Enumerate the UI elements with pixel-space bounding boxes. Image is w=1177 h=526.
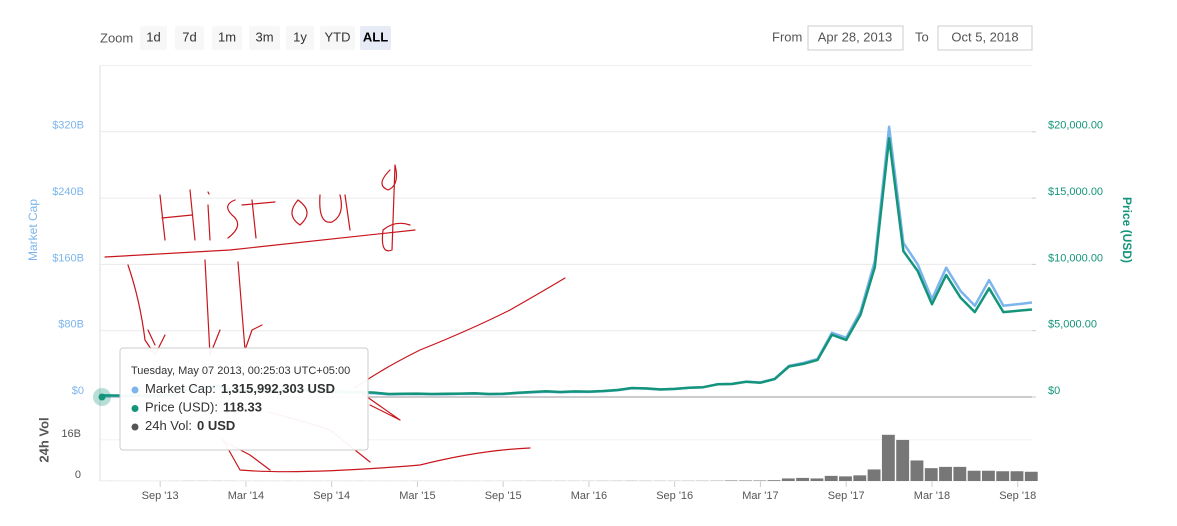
from-input[interactable] xyxy=(807,25,904,51)
volume-bar xyxy=(739,480,752,481)
y-tick-label: 0 xyxy=(75,469,81,481)
zoom-button-bg[interactable] xyxy=(212,26,242,50)
volume-bar xyxy=(867,469,881,481)
tooltip-box xyxy=(119,347,369,451)
zoom-button-bg[interactable] xyxy=(360,26,391,50)
volume-bar xyxy=(810,478,824,481)
y-tick-label: $240B xyxy=(52,186,84,198)
volume-bar xyxy=(1010,471,1024,481)
zoom-label: Zoom xyxy=(100,30,133,45)
y-tick-label: 16B xyxy=(61,428,81,440)
x-tick-label: Mar '18 xyxy=(914,490,950,502)
y-axis-title: Market Cap xyxy=(26,199,40,261)
from-value[interactable]: Apr 28, 2013 xyxy=(818,29,892,44)
volume-bar xyxy=(839,476,852,481)
volume-bar xyxy=(853,475,867,481)
zoom-button-bg[interactable] xyxy=(286,26,314,50)
volume-bar xyxy=(796,477,810,481)
zoom-button-bg[interactable] xyxy=(249,26,280,50)
volume-bar xyxy=(881,434,895,481)
x-tick-label: Sep '13 xyxy=(142,490,179,502)
volume-bar xyxy=(1024,471,1038,481)
tooltip-bullet xyxy=(131,423,139,431)
tooltip-row: Price (USD): 118.33 xyxy=(145,400,262,415)
volume-bar xyxy=(996,471,1010,481)
volume-bar xyxy=(953,466,967,481)
tooltip-value: 1,315,992,303 USD xyxy=(221,381,335,396)
y2-tick-label: $15,000.00 xyxy=(1048,186,1103,198)
volume-bar xyxy=(910,460,924,481)
y2-axis-title: Price (USD) xyxy=(1120,197,1134,263)
volume-axis-title: 24h Vol xyxy=(36,417,51,462)
zoom-button-label[interactable]: 1d xyxy=(146,29,160,44)
tooltip-label: 24h Vol: xyxy=(145,418,192,433)
x-tick-label: Mar '17 xyxy=(742,490,778,502)
y2-tick-label: $5,000.00 xyxy=(1048,319,1097,331)
volume-bar xyxy=(767,480,781,481)
y-tick-label: $80B xyxy=(58,319,84,331)
zoom-button-label[interactable]: 1y xyxy=(293,29,307,44)
zoom-button-label[interactable]: YTD xyxy=(325,29,351,44)
tooltip-date: Tuesday, May 07 2013, 00:25:03 UTC+05:00 xyxy=(131,365,350,377)
zoom-button[interactable]: 1m xyxy=(212,26,242,50)
volume-bar xyxy=(781,478,795,481)
tooltip-value: 118.33 xyxy=(223,400,262,415)
volume-bar xyxy=(753,480,767,481)
x-tick-label: Sep '15 xyxy=(485,490,522,502)
tooltip-row: 24h Vol: 0 USD xyxy=(145,418,235,433)
volume-bar xyxy=(981,470,995,481)
zoom-button[interactable]: 3m xyxy=(249,26,280,50)
y-tick-label: $0 xyxy=(72,385,84,397)
controls: Zoom From Apr 28, 2013 To Oct 5, 2018 1d… xyxy=(100,25,1033,51)
hover-point xyxy=(98,393,106,401)
tooltip-label: Price (USD): xyxy=(145,400,218,415)
zoom-button[interactable]: 7d xyxy=(175,26,204,50)
volume-bar xyxy=(896,439,910,481)
to-label: To xyxy=(915,29,929,44)
to-input[interactable] xyxy=(937,25,1033,51)
zoom-button-label[interactable]: 3m xyxy=(255,29,273,44)
tooltip-label: Market Cap: xyxy=(145,381,216,396)
volume-bar xyxy=(967,470,981,481)
tooltip-bullet xyxy=(131,405,139,412)
zoom-button[interactable]: ALL xyxy=(360,26,391,50)
tooltip: Tuesday, May 07 2013, 00:25:03 UTC+05:00… xyxy=(119,347,369,451)
x-tick-label: Sep '14 xyxy=(313,490,350,502)
tooltip-value: 0 USD xyxy=(197,418,235,433)
tooltip-row: Market Cap: 1,315,992,303 USD xyxy=(145,381,335,396)
x-tick-label: Mar '14 xyxy=(228,490,264,502)
zoom-button[interactable]: YTD xyxy=(320,26,355,50)
volume-bar xyxy=(924,468,938,481)
to-value[interactable]: Oct 5, 2018 xyxy=(951,29,1018,44)
volume-bar xyxy=(724,480,738,481)
x-tick-label: Sep '18 xyxy=(999,490,1036,502)
zoom-button-label[interactable]: ALL xyxy=(363,29,388,44)
zoom-button-bg[interactable] xyxy=(140,26,167,50)
zoom-button-label[interactable]: 1m xyxy=(218,29,236,44)
zoom-button[interactable]: 1d xyxy=(140,26,167,50)
zoom-button-label[interactable]: 7d xyxy=(182,29,196,44)
x-tick-label: Mar '15 xyxy=(399,490,435,502)
tooltip-bullet xyxy=(131,386,139,394)
x-tick-label: Mar '16 xyxy=(571,490,607,502)
zoom-button-bg[interactable] xyxy=(175,26,204,50)
x-tick-label: Sep '17 xyxy=(828,490,865,502)
from-label: From xyxy=(772,29,802,44)
volume-bar xyxy=(939,466,952,481)
y-tick-label: $320B xyxy=(52,120,84,132)
y2-tick-label: $0 xyxy=(1048,385,1060,397)
zoom-button-bg[interactable] xyxy=(320,26,355,50)
x-tick-label: Sep '16 xyxy=(656,490,693,502)
y-tick-label: $160B xyxy=(52,252,84,264)
y2-tick-label: $20,000.00 xyxy=(1048,120,1103,132)
volume-bar xyxy=(824,475,838,481)
y2-tick-label: $10,000.00 xyxy=(1048,252,1103,264)
zoom-button[interactable]: 1y xyxy=(286,26,314,50)
